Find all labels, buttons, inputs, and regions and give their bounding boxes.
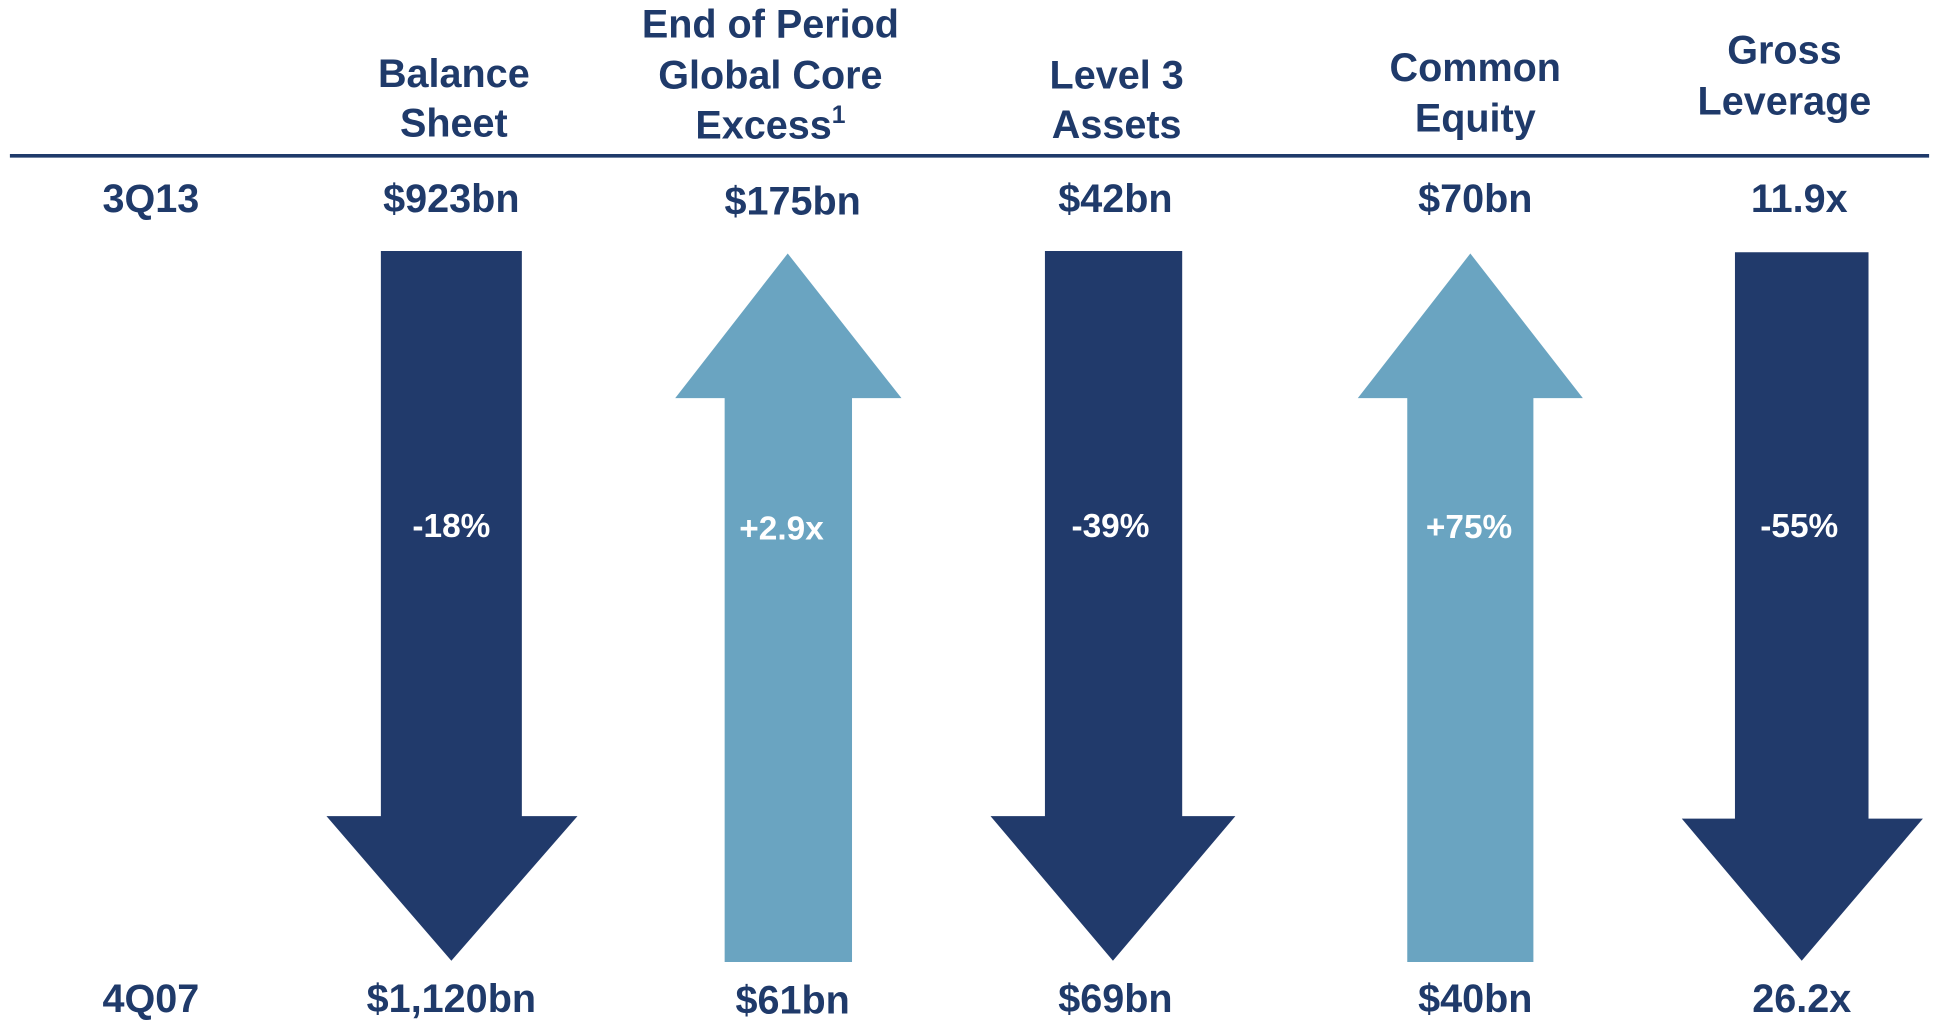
column-header: Leverage <box>1698 79 1872 123</box>
bottom-value: $1,120bn <box>367 977 536 1021</box>
column-header: Balance <box>378 52 530 96</box>
bottom-value: $61bn <box>735 978 849 1022</box>
down-arrow <box>1681 252 1923 961</box>
bottom-value: $69bn <box>1058 977 1172 1021</box>
top-value: $42bn <box>1058 177 1172 221</box>
column-header: End of Period <box>642 3 899 47</box>
down-arrow <box>326 251 578 961</box>
column-header-text: Excess <box>695 104 831 148</box>
column-header: Gross <box>1727 29 1841 73</box>
change-label: +2.9x <box>739 510 824 547</box>
column-header: Level 3 <box>1050 53 1184 97</box>
change-label: -55% <box>1760 508 1838 545</box>
top-value: 11.9x <box>1751 177 1848 221</box>
column-header: Global Core <box>658 53 882 97</box>
change-label: -39% <box>1072 508 1150 545</box>
footnote-mark: 1 <box>832 102 846 129</box>
change-label: +75% <box>1426 509 1512 546</box>
column-header: Excess1 <box>695 102 845 148</box>
column-header: Equity <box>1415 97 1536 141</box>
change-label: -18% <box>412 508 490 545</box>
column-header: Sheet <box>400 102 508 146</box>
bottom-value: 26.2x <box>1752 977 1851 1021</box>
up-arrow <box>675 253 902 963</box>
top-value: $923bn <box>383 177 519 221</box>
top-value: $175bn <box>724 179 860 223</box>
bottom-value: $40bn <box>1418 977 1532 1021</box>
top-value: $70bn <box>1418 177 1532 221</box>
column-header: Assets <box>1052 103 1182 147</box>
up-arrow <box>1357 253 1583 963</box>
row-label: 3Q13 <box>102 177 199 221</box>
row-label: 4Q07 <box>102 977 199 1021</box>
column-header: Common <box>1390 46 1561 90</box>
down-arrow <box>990 251 1236 961</box>
